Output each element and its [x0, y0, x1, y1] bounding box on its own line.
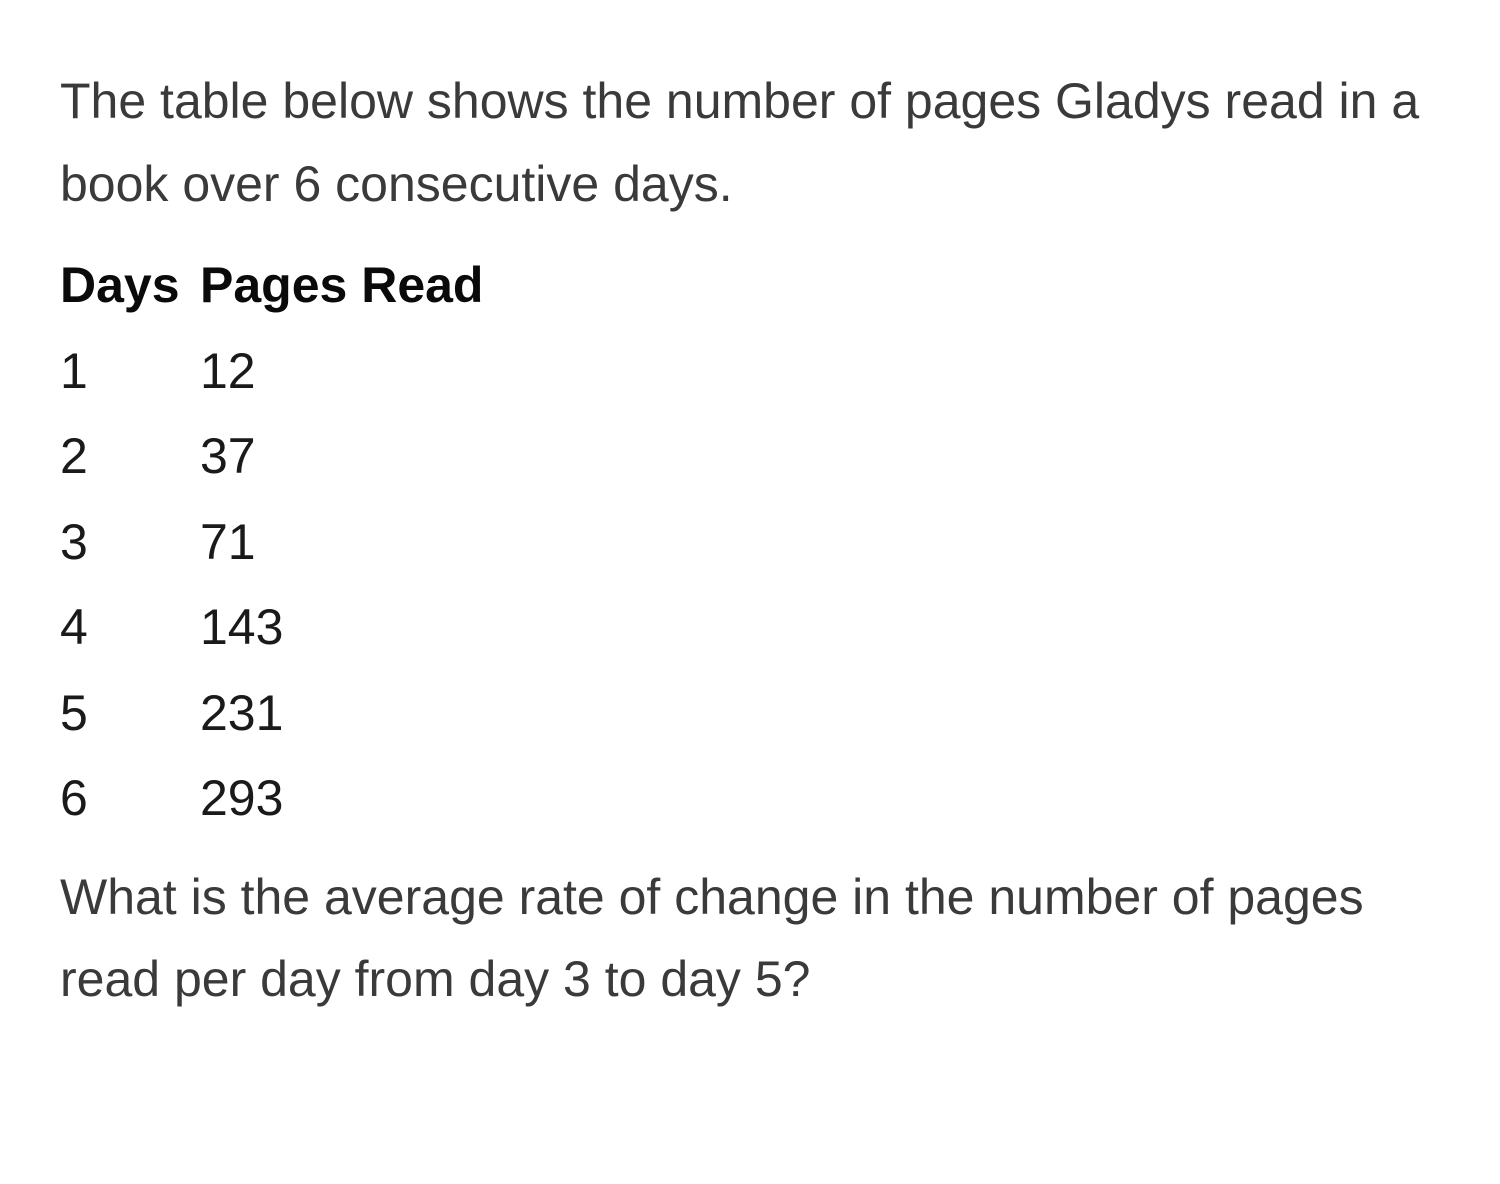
table-header-days: Days: [60, 243, 200, 329]
table-header-pages-read: Pages Read: [200, 243, 483, 329]
intro-text: The table below shows the number of page…: [60, 60, 1440, 225]
table-row: 5 231: [60, 671, 483, 757]
cell-pages: 143: [200, 585, 483, 671]
table-row: 3 71: [60, 500, 483, 586]
question-text: What is the average rate of change in th…: [60, 856, 1440, 1021]
table-row: 2 37: [60, 414, 483, 500]
cell-pages: 293: [200, 756, 483, 842]
cell-days: 3: [60, 500, 200, 586]
table-row: 4 143: [60, 585, 483, 671]
cell-days: 6: [60, 756, 200, 842]
cell-pages: 12: [200, 329, 483, 415]
table-row: 1 12: [60, 329, 483, 415]
cell-days: 4: [60, 585, 200, 671]
cell-pages: 231: [200, 671, 483, 757]
cell-days: 1: [60, 329, 200, 415]
cell-days: 5: [60, 671, 200, 757]
cell-days: 2: [60, 414, 200, 500]
table-header-row: Days Pages Read: [60, 243, 483, 329]
cell-pages: 71: [200, 500, 483, 586]
table-row: 6 293: [60, 756, 483, 842]
cell-pages: 37: [200, 414, 483, 500]
page: The table below shows the number of page…: [0, 0, 1500, 1184]
pages-read-table: Days Pages Read 1 12 2 37 3 71 4 143 5 2…: [60, 243, 483, 842]
